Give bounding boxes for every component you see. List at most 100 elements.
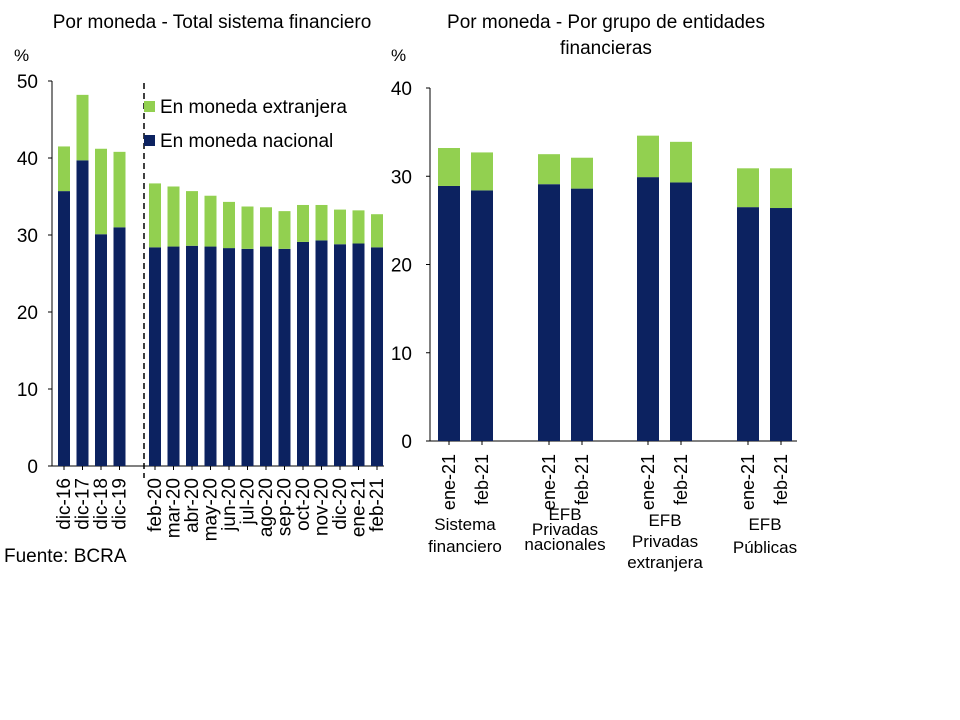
bar-foreign-feb-21 [371,214,383,248]
right-y-tick-label: 0 [401,432,412,453]
bar-domestic-ago-20 [260,246,272,466]
bar-foreign-1-feb-21 [571,157,593,189]
bar-foreign-ene-21 [352,210,365,244]
bar-domestic-1-feb-21 [571,188,593,441]
right-y-tick-label: 30 [391,167,412,188]
legend-swatch-domestic [144,135,155,146]
group-label-3: EFB [748,515,781,534]
bar-foreign-3-feb-21 [770,168,792,209]
bar-foreign-mar-20 [167,186,180,247]
left-chart: Por moneda - Total sistema financiero % … [4,12,388,567]
left-x-label-mar-20: mar-20 [164,478,185,538]
left-x-label-ago-20: ago-20 [256,478,277,537]
bar-foreign-nov-20 [315,204,328,241]
bar-foreign-0-feb-21 [471,152,493,191]
right-x-label-ene-21: ene-21 [439,454,459,510]
right-y-unit: % [391,46,406,65]
bar-domestic-may-20 [204,246,217,466]
bar-foreign-dic-17 [76,94,89,161]
left-x-label-feb-20: feb-20 [145,478,166,532]
bar-domestic-2-feb-21 [670,182,692,442]
bar-foreign-dic-18 [95,148,107,235]
bar-foreign-sep-20 [278,211,291,249]
left-x-label-dic-19: dic-19 [110,478,131,530]
bar-foreign-jun-20 [223,201,235,249]
legend-label-domestic: En moneda nacional [160,131,333,152]
right-x-label-ene-21: ene-21 [638,454,658,510]
left-y-tick-label: 0 [27,457,38,478]
bar-foreign-may-20 [204,195,217,247]
bar-domestic-0-ene-21 [438,185,460,441]
left-x-label-dic-20: dic-20 [330,478,351,530]
bar-domestic-1-ene-21 [538,184,560,441]
left-y-tick-label: 30 [17,226,38,247]
right-chart-title-line2: financieras [560,38,652,59]
left-y-tick-label: 20 [17,303,38,324]
bar-foreign-feb-20 [149,183,161,248]
bar-foreign-dic-20 [334,209,346,245]
bar-domestic-sep-20 [278,248,291,466]
left-x-label-nov-20: nov-20 [312,478,333,536]
bar-domestic-jul-20 [241,248,254,466]
right-x-label-feb-21: feb-21 [472,454,492,505]
bar-domestic-nov-20 [315,240,328,466]
right-y-tick-label: 40 [391,79,412,100]
left-x-label-feb-21: feb-21 [367,478,388,532]
right-x-label-feb-21: feb-21 [572,454,592,505]
bar-domestic-dic-16 [58,191,70,467]
right-x-label-feb-21: feb-21 [771,454,791,505]
bar-foreign-1-ene-21 [538,154,560,185]
bar-foreign-2-feb-21 [670,141,692,183]
group-label-2: Privadas [632,532,698,551]
legend-swatch-foreign [144,101,155,112]
group-label-0: Sistema [434,515,496,534]
bar-foreign-abr-20 [186,191,198,246]
legend-label-foreign: En moneda extranjera [160,97,347,118]
bar-foreign-jul-20 [241,206,254,249]
bar-domestic-0-feb-21 [471,190,493,441]
left-x-label-may-20: may-20 [201,478,222,541]
left-x-label-abr-20: abr-20 [182,478,203,533]
group-label-0: financiero [428,537,502,556]
left-x-label-dic-17: dic-17 [73,478,94,530]
bar-domestic-dic-20 [334,244,346,466]
group-label-1: Privadas [532,520,598,539]
bar-domestic-mar-20 [167,246,180,466]
bar-domestic-abr-20 [186,245,198,466]
left-x-label-dic-16: dic-16 [54,478,75,530]
right-y-tick-label: 20 [391,256,412,277]
bar-foreign-dic-16 [58,146,70,192]
bar-foreign-ago-20 [260,207,272,247]
bar-foreign-dic-19 [113,151,126,228]
bar-domestic-ene-21 [352,243,365,466]
group-label-1: nacionales [524,535,605,554]
left-y-unit: % [14,46,29,65]
left-chart-title: Por moneda - Total sistema financiero [53,12,372,33]
right-x-label-ene-21: ene-21 [738,454,758,510]
group-label-2: EFB [648,511,681,530]
right-chart: Por moneda - Por grupo de entidades fina… [391,12,797,572]
group-label-1: EFB [548,505,581,524]
bar-domestic-oct-20 [297,241,309,466]
right-x-label-ene-21: ene-21 [539,454,559,510]
bar-domestic-3-feb-21 [770,208,792,441]
left-x-label-sep-20: sep-20 [275,478,296,536]
left-y-tick-label: 10 [17,380,38,401]
bar-foreign-0-ene-21 [438,148,460,186]
legend: En moneda extranjera En moneda nacional [144,97,347,152]
bar-domestic-dic-17 [76,160,89,466]
bar-domestic-jun-20 [223,248,235,466]
right-x-label-feb-21: feb-21 [671,454,691,505]
group-label-3: Públicas [733,538,797,557]
bar-domestic-feb-21 [371,247,383,466]
bar-domestic-dic-19 [113,227,126,466]
bar-domestic-3-ene-21 [737,207,759,441]
bar-domestic-feb-20 [149,247,161,466]
left-x-label-oct-20: oct-20 [293,478,314,531]
bar-domestic-dic-18 [95,234,107,466]
left-x-label-jun-20: jun-20 [219,478,240,532]
source-note: Fuente: BCRA [4,546,127,567]
bar-foreign-oct-20 [297,204,309,242]
left-x-label-ene-21: ene-21 [349,478,370,537]
